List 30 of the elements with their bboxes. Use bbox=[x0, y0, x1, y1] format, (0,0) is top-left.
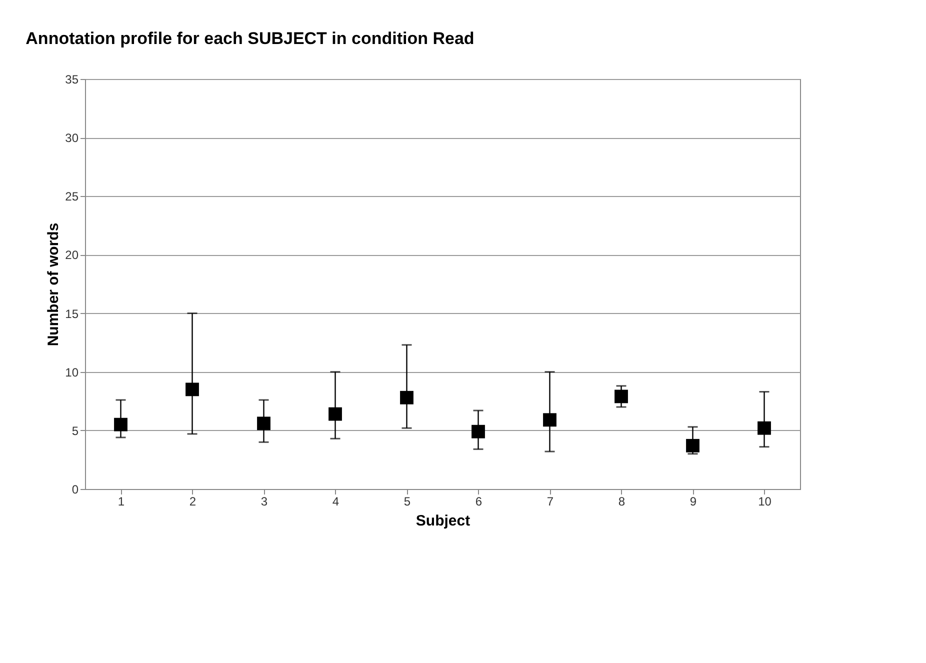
point bbox=[758, 421, 771, 435]
point bbox=[686, 438, 700, 452]
x-tick-label: 8 bbox=[618, 494, 626, 508]
point bbox=[114, 418, 128, 432]
point bbox=[543, 413, 556, 427]
x-tick-label: 5 bbox=[404, 494, 411, 508]
y-tick-label: 20 bbox=[65, 248, 79, 262]
y-tick-label: 0 bbox=[72, 482, 79, 496]
y-tick-label: 25 bbox=[65, 190, 79, 204]
x-tick-label: 6 bbox=[475, 494, 482, 508]
y-tick-label: 30 bbox=[65, 131, 79, 146]
x-tick-label: 2 bbox=[189, 494, 196, 508]
point bbox=[614, 390, 628, 404]
point bbox=[400, 390, 414, 404]
x-tick-label: 10 bbox=[758, 494, 772, 508]
y-tick-label: 5 bbox=[72, 424, 79, 438]
y-axis-title: Number of words bbox=[45, 222, 62, 346]
x-tick-label: 3 bbox=[260, 494, 268, 508]
point bbox=[257, 416, 270, 430]
y-tick-label: 10 bbox=[65, 365, 79, 380]
x-tick-label: 7 bbox=[546, 494, 554, 508]
x-tick-label: 1 bbox=[118, 494, 125, 508]
point bbox=[186, 382, 199, 396]
y-tick-label: 35 bbox=[65, 72, 79, 86]
point bbox=[472, 424, 485, 438]
x-axis-title: Subject bbox=[416, 512, 470, 530]
y-tick-label: 15 bbox=[65, 306, 79, 321]
chart-title: Annotation profile for each SUBJECT in condition Read bbox=[26, 29, 474, 48]
x-tick-label: 9 bbox=[690, 494, 697, 508]
x-tick-label: 4 bbox=[332, 494, 340, 508]
